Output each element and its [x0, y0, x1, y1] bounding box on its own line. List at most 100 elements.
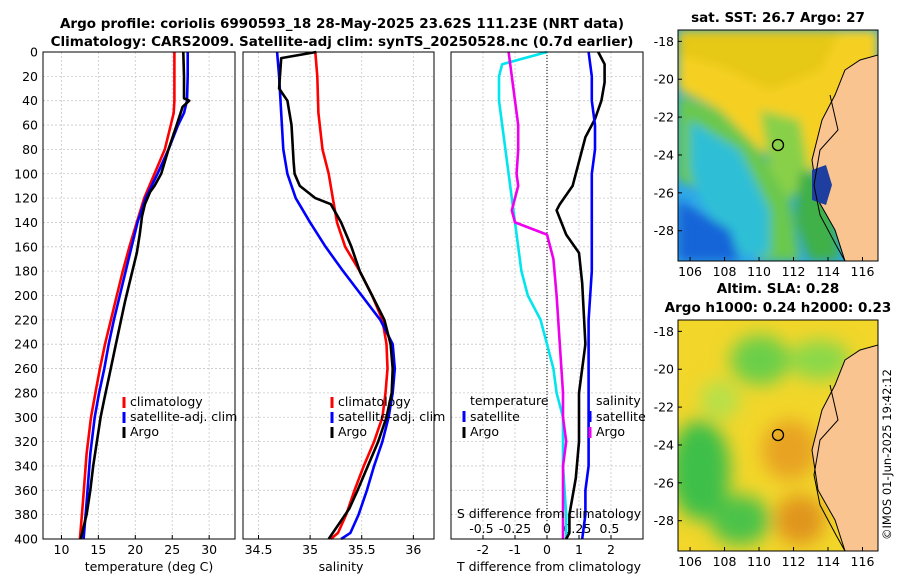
depth-tick-label: 0 [30, 45, 38, 60]
depth-tick-label: 160 [14, 239, 38, 254]
depth-tick-label: 360 [14, 483, 38, 498]
x-tick-label: 1 [575, 542, 583, 557]
x-tick-label: -1 [509, 542, 521, 557]
lon-tick-label: 112 [782, 264, 806, 279]
lat-tick-label: -20 [654, 362, 674, 377]
sst-argo-marker [771, 138, 785, 152]
lat-tick-label: -28 [654, 223, 674, 238]
lon-tick-label: 110 [747, 554, 771, 569]
sla-map-title-line2: Argo h1000: 0.24 h2000: 0.23 [665, 300, 892, 316]
series-salinity-satellite [507, 51, 568, 539]
x-tick-label: 36 [405, 542, 421, 557]
lat-tick-label: -26 [654, 185, 674, 200]
legend-label-argo: Argo [338, 424, 367, 439]
depth-tick-label: 20 [22, 69, 38, 84]
lon-tick-label: 112 [782, 554, 806, 569]
series-satellite-adj-clim [275, 51, 397, 541]
legend-label-climatology: climatology [130, 394, 203, 409]
sst-map-title: sat. SST: 26.7 Argo: 27 [691, 10, 865, 26]
depth-tick-label: 240 [14, 337, 38, 352]
lon-tick-label: 114 [816, 554, 840, 569]
lat-tick-label: -24 [654, 147, 674, 162]
series-climatology [78, 52, 176, 540]
series-temperature-satellite [497, 50, 568, 539]
profile-panels: 10 15 20 25 30020406080100120140160180200220… [14, 45, 644, 557]
depth-tick-label: 400 [14, 532, 38, 547]
x-tick-label: 0 [543, 542, 551, 557]
depth-tick-label: 320 [14, 434, 38, 449]
difference-xlabel: T difference from climatology [456, 559, 642, 574]
sla-argo-marker [771, 428, 785, 442]
sla-map-title-line1: Altim. SLA: 0.28 [717, 281, 839, 297]
depth-tick-label: 80 [22, 142, 38, 157]
x-tick-label: 25 [164, 542, 180, 557]
x-tick-label: 2 [607, 542, 615, 557]
depth-tick-label: 220 [14, 312, 38, 327]
depth-tick-label: 40 [22, 93, 38, 108]
map-ticks: -18 -20 -22 -24 -26 -28 106 108 110 112 114 116 -18 -… [654, 34, 875, 569]
figure-title-line1: Argo profile: coriolis 6990593_18 28-May… [60, 16, 624, 32]
lat-tick-label: -18 [654, 34, 674, 49]
lat-tick-label: -26 [654, 475, 674, 490]
difference-legend: temperature salinity satellite Argo sate… [462, 393, 646, 439]
depth-tick-label: 380 [14, 507, 38, 522]
legend-label-t-satellite: satellite [470, 409, 520, 424]
top-tick-label: -0.25 [499, 521, 531, 536]
legend-title-salinity: salinity [596, 393, 641, 408]
x-tick-label: 35 [302, 542, 318, 557]
sla-map: Altim. SLA: 0.28 Argo h1000: 0.24 h2000:… [665, 281, 892, 552]
x-tick-label: 15 [90, 542, 106, 557]
x-tick-label: 34.5 [245, 542, 273, 557]
x-tick-label: 30 [201, 542, 217, 557]
depth-tick-label: 340 [14, 458, 38, 473]
legend-label-argo: Argo [130, 424, 159, 439]
salinity-plot-area [243, 52, 434, 539]
temperature-legend: climatology satellite-adj. clim Argo [122, 394, 237, 439]
lon-tick-label: 108 [713, 554, 737, 569]
depth-tick-label: 260 [14, 361, 38, 376]
top-tick-label: 0.5 [599, 521, 619, 536]
temperature-xlabel: temperature (deg C) [85, 559, 214, 574]
lon-tick-label: 108 [713, 264, 737, 279]
salinity-frame [242, 51, 435, 540]
top-tick-label: 0 [543, 521, 551, 536]
legend-label-satellite: satellite-adj. clim [130, 409, 237, 424]
salinity-panel: 34.5 35 35.5 36 [242, 50, 435, 557]
lat-tick-label: -22 [654, 400, 674, 415]
series-climatology [314, 51, 389, 540]
lat-tick-label: -24 [654, 437, 674, 452]
sla-field [678, 335, 850, 545]
lat-tick-label: -28 [654, 513, 674, 528]
figure-title-line2: Climatology: CARS2009. Satellite-adj cli… [51, 34, 634, 50]
lon-tick-label: 106 [678, 264, 702, 279]
temperature-panel: 10 15 20 25 30020406080100120140160180200220… [14, 45, 236, 557]
series-satellite-adj-clim [82, 52, 189, 540]
salinity-xlabel: salinity [319, 559, 364, 574]
depth-tick-label: 300 [14, 410, 38, 425]
depth-tick-label: 200 [14, 288, 38, 303]
lat-tick-label: -20 [654, 72, 674, 87]
depth-tick-label: 120 [14, 191, 38, 206]
x-tick-label: -2 [477, 542, 489, 557]
lon-tick-label: 106 [678, 554, 702, 569]
series-salinity-argo [580, 51, 597, 540]
legend-label-satellite: satellite-adj. clim [338, 409, 445, 424]
top-tick-label: -0.5 [469, 521, 493, 536]
difference-top-label: S difference from climatology [457, 506, 642, 521]
salinity-legend: climatology satellite-adj. clim Argo [330, 394, 445, 439]
temperature-frame [42, 51, 236, 540]
depth-tick-label: 100 [14, 166, 38, 181]
legend-title-temperature: temperature [470, 393, 549, 408]
legend-label-s-satellite: satellite [596, 409, 646, 424]
difference-panel: -2 -1 0 1 2-0.5 -0.25 0 0.25 0.5 [450, 50, 644, 557]
lon-tick-label: 116 [851, 264, 875, 279]
legend-label-s-argo: Argo [596, 424, 625, 439]
legend-label-t-argo: Argo [470, 424, 499, 439]
x-tick-label: 35.5 [348, 542, 376, 557]
lon-tick-label: 110 [747, 264, 771, 279]
depth-tick-label: 280 [14, 385, 38, 400]
depth-tick-label: 140 [14, 215, 38, 230]
imos-credit: ©IMOS 01-Jun-2025 19:42:12 [880, 369, 894, 540]
series-argo [277, 50, 395, 540]
